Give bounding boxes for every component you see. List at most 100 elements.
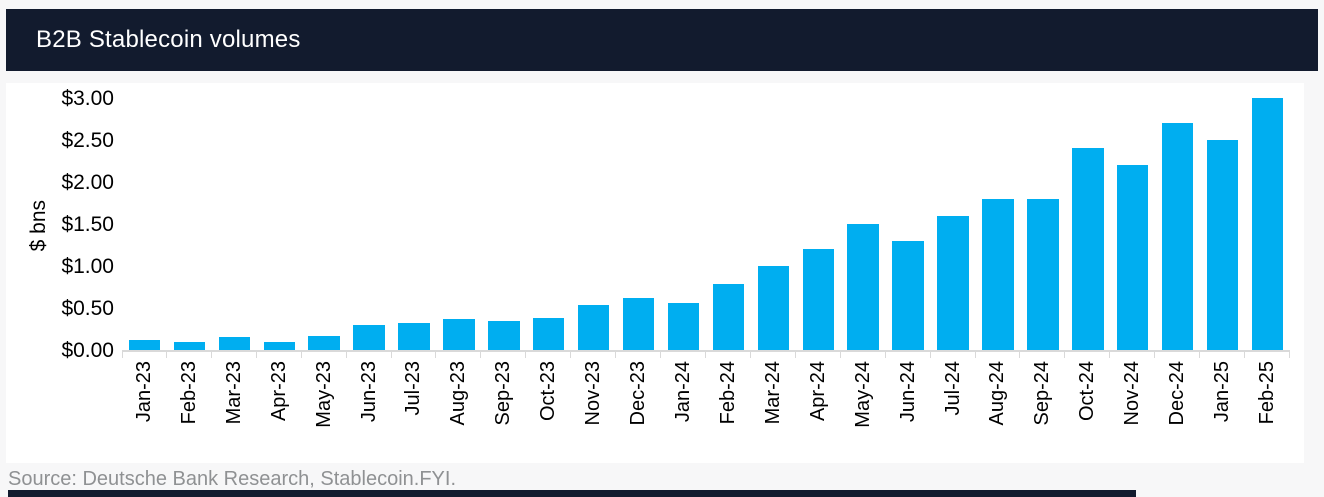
x-tick-cell: May-24 bbox=[841, 352, 886, 452]
x-axis-labels: Jan-23 Feb-23 Mar-23 Apr-23 May-23 Jun-23 Jul-… bbox=[122, 352, 1290, 452]
bar bbox=[353, 324, 385, 350]
bar bbox=[847, 224, 879, 350]
x-tick-label: Apr-23 bbox=[267, 361, 290, 422]
bar bbox=[1027, 198, 1059, 350]
x-tick-label: Nov-24 bbox=[1121, 361, 1144, 426]
bar-column bbox=[1020, 100, 1065, 350]
bar-column bbox=[1245, 98, 1290, 350]
bar bbox=[308, 335, 340, 350]
x-tick-cell: Aug-24 bbox=[976, 352, 1021, 452]
bar-column bbox=[302, 100, 347, 350]
bar bbox=[1206, 140, 1239, 350]
y-axis-title-column: $ bns bbox=[24, 100, 54, 352]
bar bbox=[1161, 123, 1194, 350]
bar-column bbox=[796, 100, 841, 350]
chart-area: $ bns $0.00 $0.50 $1.00 $1.50 $2.00 $2.50 $3.0… bbox=[24, 87, 1290, 452]
x-tick-label: Jun-24 bbox=[896, 361, 919, 423]
bar-column bbox=[841, 100, 886, 350]
x-tick-cell: Feb-25 bbox=[1245, 352, 1290, 452]
bar-column bbox=[481, 100, 526, 350]
x-tick-label: Jul-24 bbox=[941, 361, 964, 416]
chart-panel: $ bns $0.00 $0.50 $1.00 $1.50 $2.00 $2.50 $3.0… bbox=[6, 83, 1304, 463]
footer-rule bbox=[8, 490, 1136, 497]
x-tick-cell: Feb-23 bbox=[167, 352, 212, 452]
bar bbox=[802, 249, 834, 350]
x-tick-cell: Jul-24 bbox=[931, 352, 976, 452]
bar bbox=[757, 266, 790, 350]
x-tick-cell: Apr-23 bbox=[257, 352, 302, 452]
bar bbox=[982, 198, 1014, 350]
bar bbox=[937, 215, 969, 350]
x-tick-label: Oct-24 bbox=[1076, 361, 1099, 422]
x-tick-cell: Dec-23 bbox=[616, 352, 661, 452]
bar-column bbox=[886, 100, 931, 350]
page-title: B2B Stablecoin volumes bbox=[36, 26, 301, 53]
x-tick-cell: Apr-24 bbox=[796, 352, 841, 452]
x-tick-label: Aug-23 bbox=[447, 361, 470, 426]
bar bbox=[712, 284, 745, 350]
bar bbox=[128, 339, 161, 350]
x-tick-cell: Oct-23 bbox=[526, 352, 572, 452]
bar-column bbox=[212, 100, 257, 350]
x-tick-label: Feb-24 bbox=[716, 361, 739, 425]
bar bbox=[577, 305, 610, 350]
bar-column bbox=[392, 100, 437, 350]
x-tick-cell: Mar-24 bbox=[751, 352, 796, 452]
bar-column bbox=[1110, 100, 1155, 350]
x-tick-label: Jun-23 bbox=[357, 361, 380, 423]
x-tick-cell: Mar-23 bbox=[212, 352, 257, 452]
bar-column bbox=[436, 100, 481, 350]
bar-column bbox=[706, 100, 751, 350]
x-tick-label: Feb-23 bbox=[177, 361, 200, 425]
x-tick-label: Dec-24 bbox=[1166, 361, 1189, 426]
x-tick-label: Jan-23 bbox=[132, 361, 155, 423]
bar-column bbox=[1065, 100, 1110, 350]
x-tick-label: Aug-24 bbox=[986, 361, 1009, 426]
x-tick-label: Jan-24 bbox=[672, 361, 695, 423]
x-tick-cell: Jun-24 bbox=[886, 352, 931, 452]
bar-column bbox=[571, 100, 616, 350]
x-tick-cell: Sep-23 bbox=[481, 352, 527, 452]
bar-column bbox=[167, 100, 212, 350]
x-tick-cell: Jan-25 bbox=[1200, 352, 1245, 452]
bar bbox=[667, 302, 700, 350]
y-tick-label: $3.00 bbox=[61, 87, 114, 110]
bar-column bbox=[257, 100, 302, 350]
y-tick-label: $0.00 bbox=[61, 339, 114, 362]
bar-column bbox=[976, 100, 1021, 350]
y-tick-label: $1.50 bbox=[61, 213, 114, 236]
bar-column bbox=[1200, 100, 1245, 350]
x-tick-label: Dec-23 bbox=[627, 361, 650, 426]
y-axis-ticks: $0.00 $0.50 $1.00 $1.50 $2.00 $2.50 $3.00 bbox=[54, 87, 122, 362]
y-tick-label: $2.00 bbox=[61, 171, 114, 194]
bar-column bbox=[661, 100, 706, 350]
x-tick-label: Feb-25 bbox=[1256, 361, 1278, 425]
bar-column bbox=[347, 100, 392, 350]
x-tick-cell: Nov-24 bbox=[1110, 352, 1156, 452]
bar bbox=[1117, 165, 1149, 350]
plot-area bbox=[122, 98, 1290, 352]
x-tick-cell: Dec-24 bbox=[1155, 352, 1201, 452]
x-tick-label: Apr-24 bbox=[806, 361, 829, 422]
bar bbox=[443, 318, 475, 350]
x-tick-label: May-23 bbox=[312, 361, 335, 428]
x-tick-label: Mar-24 bbox=[761, 361, 784, 425]
x-tick-label: Nov-23 bbox=[582, 361, 605, 426]
x-tick-cell: May-23 bbox=[302, 352, 347, 452]
x-tick-label: Mar-23 bbox=[222, 361, 245, 425]
y-tick-label: $2.50 bbox=[61, 129, 114, 152]
x-tick-cell: Sep-24 bbox=[1020, 352, 1066, 452]
x-tick-cell: Nov-23 bbox=[571, 352, 617, 452]
x-tick-label: Sep-24 bbox=[1031, 361, 1054, 426]
bar-column bbox=[616, 100, 661, 350]
y-axis-title: $ bns bbox=[27, 200, 50, 252]
x-tick-cell: Jul-23 bbox=[392, 352, 437, 452]
plot-wrap: Jan-23 Feb-23 Mar-23 Apr-23 May-23 Jun-23 Jul-… bbox=[122, 98, 1290, 452]
x-tick-label: Jul-23 bbox=[402, 361, 425, 416]
bar bbox=[892, 240, 924, 350]
bar bbox=[173, 341, 206, 350]
x-tick-label: Jan-25 bbox=[1211, 361, 1234, 423]
x-tick-cell: Aug-23 bbox=[436, 352, 482, 452]
bar bbox=[1072, 148, 1104, 350]
bar-column bbox=[751, 100, 796, 350]
